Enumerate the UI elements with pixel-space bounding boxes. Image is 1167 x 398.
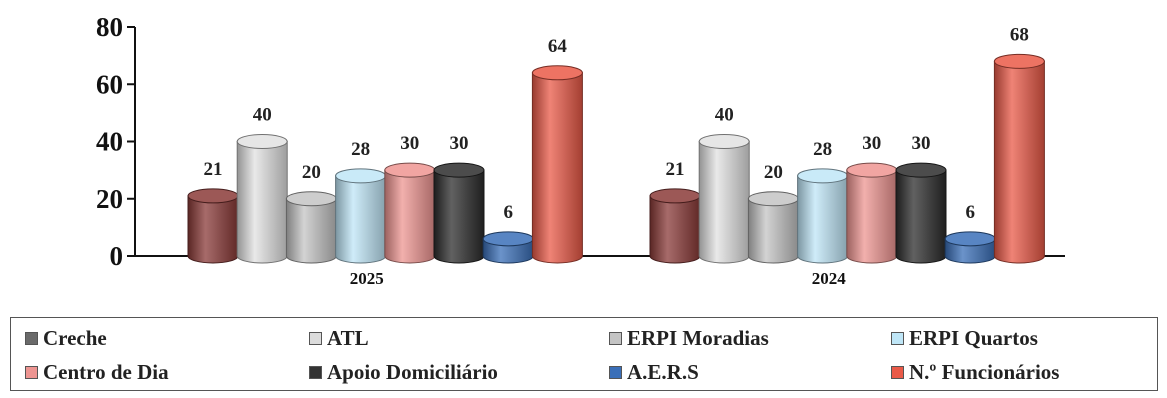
data-label: 28 bbox=[813, 139, 832, 160]
legend-item: ERPI Moradias bbox=[609, 326, 769, 351]
bar-top bbox=[187, 188, 239, 204]
legend-label: Creche bbox=[43, 326, 107, 350]
bar bbox=[187, 195, 239, 264]
bar-top bbox=[649, 188, 701, 204]
bar-top bbox=[797, 168, 849, 184]
y-tick-label: 0 bbox=[110, 241, 124, 271]
bar-top bbox=[236, 134, 288, 149]
bar bbox=[993, 60, 1045, 264]
bar bbox=[698, 141, 750, 264]
bar bbox=[433, 169, 485, 264]
data-label: 6 bbox=[503, 202, 513, 223]
bar bbox=[531, 72, 583, 264]
legend-swatch bbox=[25, 332, 38, 345]
data-label: 64 bbox=[548, 36, 568, 57]
legend-swatch bbox=[891, 366, 904, 379]
legend-swatch bbox=[309, 366, 322, 379]
legend-swatch bbox=[609, 366, 622, 379]
legend-item: Creche bbox=[25, 326, 107, 351]
bar-top bbox=[895, 162, 947, 178]
bar-top bbox=[482, 231, 534, 247]
bar bbox=[384, 169, 436, 264]
data-label: 30 bbox=[912, 133, 931, 154]
y-tick-label: 40 bbox=[96, 127, 123, 157]
bar-top bbox=[433, 162, 485, 178]
y-tick-label: 80 bbox=[96, 12, 123, 42]
legend-swatch bbox=[609, 332, 622, 345]
data-label: 21 bbox=[666, 159, 685, 180]
legend-label: Centro de Dia bbox=[43, 360, 169, 384]
bar bbox=[797, 175, 849, 264]
bar-top bbox=[335, 168, 387, 184]
legend-item: Apoio Domiciliário bbox=[309, 360, 498, 385]
legend-item: N.º Funcionários bbox=[891, 360, 1059, 385]
bar bbox=[747, 198, 799, 264]
legend-item: A.E.R.S bbox=[609, 360, 699, 385]
bar-top bbox=[846, 162, 898, 178]
y-tick-label: 60 bbox=[96, 69, 123, 99]
legend-label: ATL bbox=[327, 326, 369, 350]
data-label: 68 bbox=[1010, 24, 1029, 45]
legend-label: A.E.R.S bbox=[627, 360, 699, 384]
bar-top bbox=[944, 231, 996, 247]
bar-top bbox=[993, 53, 1045, 69]
data-label: 6 bbox=[965, 202, 975, 223]
legend-item: ERPI Quartos bbox=[891, 326, 1038, 351]
legend-swatch bbox=[309, 332, 322, 345]
data-label: 28 bbox=[351, 139, 370, 160]
bar bbox=[236, 141, 288, 264]
bar-top bbox=[531, 65, 583, 81]
data-label: 30 bbox=[862, 133, 881, 154]
x-category-label: 2025 bbox=[350, 269, 384, 288]
data-label: 20 bbox=[764, 162, 783, 183]
bar bbox=[895, 169, 947, 264]
legend-label: Apoio Domiciliário bbox=[327, 360, 498, 384]
bar bbox=[649, 195, 701, 264]
legend-item: ATL bbox=[309, 326, 369, 351]
data-label: 21 bbox=[204, 159, 223, 180]
x-category-label: 2024 bbox=[812, 269, 847, 288]
bar bbox=[285, 198, 337, 264]
data-label: 30 bbox=[450, 133, 469, 154]
data-label: 20 bbox=[302, 162, 321, 183]
chart-legend: Creche ATL ERPI Moradias ERPI Quartos Centro… bbox=[10, 317, 1158, 391]
y-tick-label: 20 bbox=[96, 184, 123, 214]
bar-chart: 0 20 40 60 80 21 40 20 28 30 30 6 64 2025 21 40 20 28 30 30… bbox=[96, 12, 1065, 288]
legend-swatch bbox=[891, 332, 904, 345]
data-label: 40 bbox=[715, 105, 734, 126]
legend-item: Centro de Dia bbox=[25, 360, 169, 385]
bar bbox=[335, 175, 387, 264]
data-label: 40 bbox=[253, 105, 272, 126]
legend-swatch bbox=[25, 366, 38, 379]
bar-top bbox=[384, 162, 436, 178]
bar bbox=[846, 169, 898, 264]
bar-top bbox=[747, 191, 799, 207]
legend-label: ERPI Moradias bbox=[627, 326, 769, 350]
legend-label: ERPI Quartos bbox=[909, 326, 1038, 350]
legend-label: N.º Funcionários bbox=[909, 360, 1060, 384]
data-label: 30 bbox=[400, 133, 419, 154]
bar-top bbox=[285, 191, 337, 207]
bar-top bbox=[698, 134, 750, 149]
